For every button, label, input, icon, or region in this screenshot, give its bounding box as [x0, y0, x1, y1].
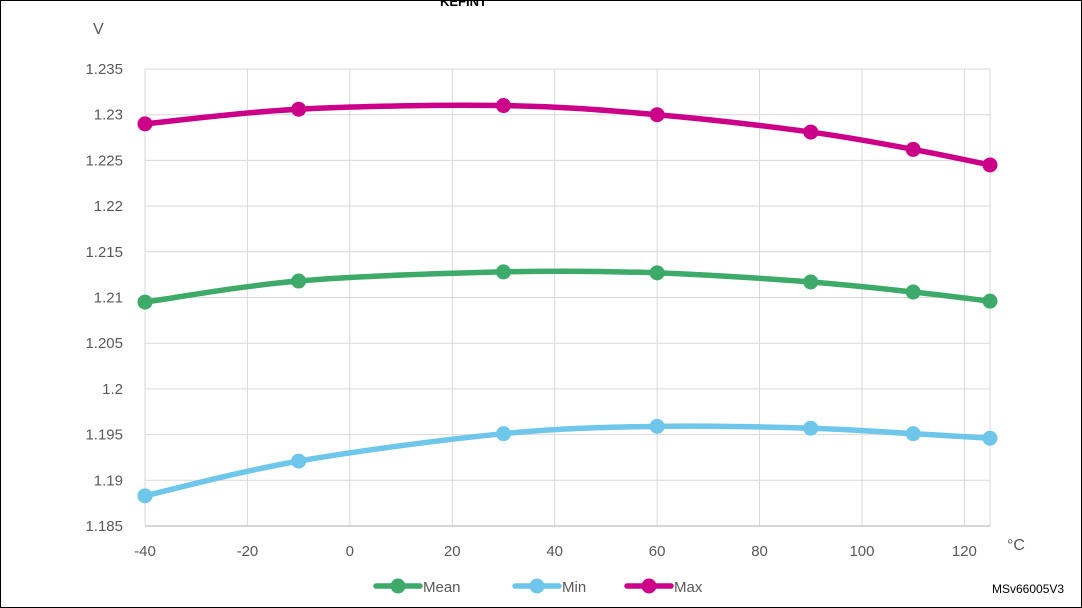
legend-item-max: Max	[624, 578, 703, 596]
series-max	[137, 98, 998, 173]
y-axis-unit: V	[93, 21, 104, 38]
y-tick-label: 1.19	[94, 472, 123, 489]
data-point-mean	[905, 284, 921, 300]
data-point-max	[137, 116, 153, 132]
y-tick-label: 1.235	[85, 61, 123, 78]
x-tick-label: -40	[134, 543, 156, 560]
y-tick-label: 1.215	[85, 244, 123, 261]
legend-swatch-marker	[390, 578, 406, 594]
legend-label: Min	[562, 579, 586, 596]
x-tick-label: 20	[444, 543, 461, 560]
series-line-min	[142, 423, 993, 499]
x-tick-label: -20	[237, 543, 259, 560]
legend-swatch-marker	[529, 578, 545, 594]
y-tick-label: 1.185	[85, 518, 123, 535]
data-point-max	[982, 157, 998, 173]
data-point-min	[291, 453, 307, 469]
y-tick-label: 1.21	[94, 290, 123, 307]
title-layer: KEFINT	[440, 0, 487, 9]
data-point-mean	[649, 265, 665, 281]
data-point-min	[495, 426, 511, 442]
data-point-min	[803, 420, 819, 436]
y-tick-label: 1.23	[94, 107, 123, 124]
legend-swatch-marker	[641, 578, 657, 594]
data-point-mean	[495, 264, 511, 280]
x-tick-label: 120	[952, 543, 977, 560]
x-tick-label: 60	[649, 543, 666, 560]
data-point-mean	[137, 294, 153, 310]
data-point-max	[649, 107, 665, 123]
axes: V °C 1.185 1.19 1.195 1.2 1.205 1.21 1.215 1.22…	[85, 21, 1025, 560]
legend-item-min: Min	[512, 578, 586, 596]
y-tick-label: 1.225	[85, 152, 123, 169]
series	[137, 98, 998, 504]
x-tick-label: 80	[751, 543, 768, 560]
legend-label: Mean	[423, 579, 461, 596]
legend-item-mean: Mean	[373, 578, 461, 596]
legend: Mean Min Max	[373, 578, 703, 596]
y-tick-label: 1.2	[102, 381, 123, 398]
data-point-max	[495, 98, 511, 114]
y-tick-label: 1.205	[85, 335, 123, 352]
data-point-min	[649, 418, 665, 434]
data-point-min	[982, 430, 998, 446]
chart-title: KEFINT	[440, 0, 487, 9]
legend-label: Max	[674, 579, 703, 596]
x-tick-label: 0	[346, 543, 354, 560]
x-tick-label: 40	[546, 543, 563, 560]
data-point-min	[137, 488, 153, 504]
data-point-max	[803, 124, 819, 140]
data-point-mean	[982, 293, 998, 309]
x-tick-label: 100	[849, 543, 874, 560]
y-tick-label: 1.195	[85, 427, 123, 444]
data-point-min	[905, 426, 921, 442]
data-point-mean	[803, 274, 819, 290]
series-min	[137, 418, 998, 504]
series-mean	[137, 264, 998, 310]
figure-reference: MSv66005V3	[992, 582, 1064, 596]
data-point-max	[905, 141, 921, 157]
y-tick-label: 1.22	[94, 198, 123, 215]
x-axis-unit: °C	[1007, 537, 1025, 554]
data-point-max	[291, 101, 307, 117]
data-point-mean	[291, 273, 307, 289]
